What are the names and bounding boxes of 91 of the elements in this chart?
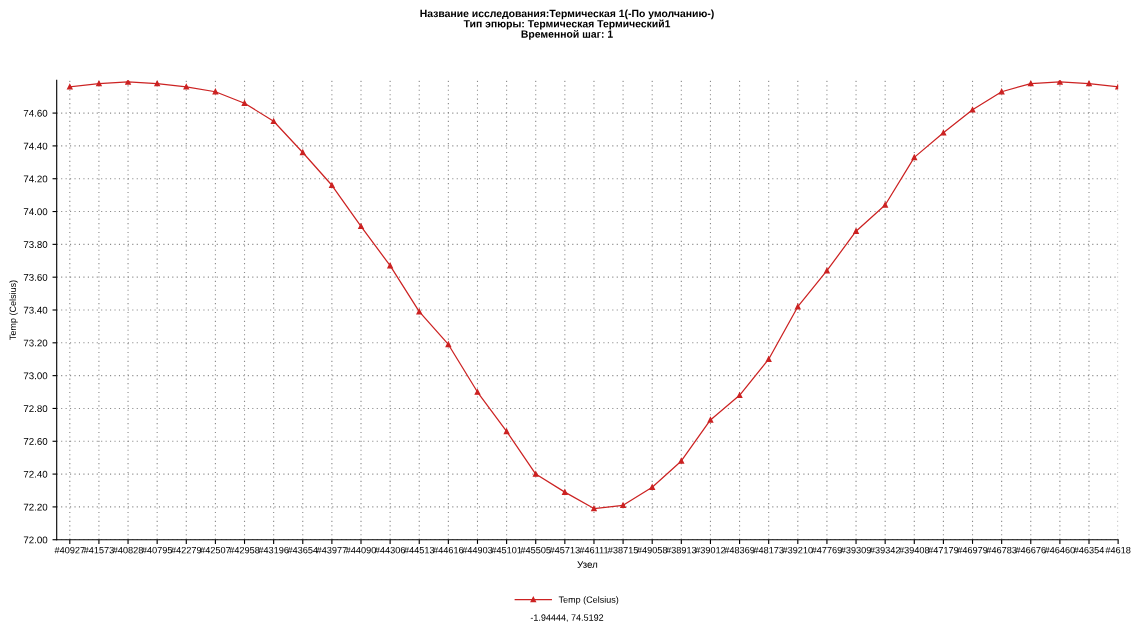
x-tick-label: #42958 xyxy=(229,546,260,554)
point xyxy=(503,428,510,435)
y-tick-label: 74.00 xyxy=(23,208,48,216)
point xyxy=(125,80,131,85)
y-axis-title: Temp (Celsius) xyxy=(9,280,18,340)
point xyxy=(678,458,685,464)
x-tick-label: #40795 xyxy=(141,546,173,554)
x-tick-label: #45101 xyxy=(491,546,522,554)
point xyxy=(329,182,335,189)
x-tick-label: #45505 xyxy=(520,546,551,554)
x-tick-label: #47179 xyxy=(928,546,959,554)
x-tick-label: #47769 xyxy=(811,546,842,554)
y-tick-label: 74.20 xyxy=(23,175,48,183)
point xyxy=(532,471,539,477)
point xyxy=(562,489,568,495)
x-tick-label: #43654 xyxy=(287,546,318,554)
point xyxy=(445,341,452,348)
y-tick-label: 72.40 xyxy=(23,470,48,478)
x-tick-label: #39012 xyxy=(695,546,726,554)
y-tick-label: 72.80 xyxy=(23,405,48,413)
y-tick-label: 73.40 xyxy=(23,306,48,314)
point xyxy=(1086,80,1092,87)
x-tick-label: #44306 xyxy=(374,546,406,554)
x-tick-label: #39210 xyxy=(782,546,813,554)
chart-title: Название исследования:Термическая 1(-По умолчанию-) Тип эпюры: Термическая Термический1 Временной шаг: 1 xyxy=(420,9,714,40)
point xyxy=(649,484,655,490)
y-tick-label: 74.60 xyxy=(23,109,48,117)
point xyxy=(416,308,423,315)
x-tick-label: #4618 xyxy=(1105,546,1131,554)
x-tick-label: #46460 xyxy=(1044,546,1075,554)
x-tick-label: #43196 xyxy=(258,546,289,554)
y-tick-label: 74.40 xyxy=(23,142,48,150)
y-tick-label: 72.20 xyxy=(23,503,48,511)
point xyxy=(998,88,1005,95)
x-tick-label: #38715 xyxy=(607,546,638,554)
x-tick-label: #40927 xyxy=(54,546,85,554)
x-tick-label: #46979 xyxy=(957,546,988,554)
point xyxy=(270,118,277,125)
x-tick-label: #44616 xyxy=(433,546,464,554)
y-tick-label: 72.00 xyxy=(23,536,48,544)
x-tick-label: #46783 xyxy=(986,546,1017,554)
point xyxy=(765,356,772,363)
point xyxy=(940,129,947,136)
point xyxy=(387,262,393,269)
point xyxy=(154,80,160,87)
point xyxy=(911,154,918,161)
point xyxy=(736,392,743,399)
y-tick-label: 72.60 xyxy=(23,438,48,445)
point xyxy=(824,267,830,274)
point xyxy=(241,100,248,107)
point xyxy=(882,202,888,208)
x-tick-label: #44903 xyxy=(462,546,493,554)
x-tick-label: #38913 xyxy=(666,546,697,554)
x-tick-label: #40828 xyxy=(112,546,143,554)
point xyxy=(212,88,219,95)
x-tick-label: #44090 xyxy=(345,546,376,554)
x-tick-label: #48173 xyxy=(753,546,784,554)
x-tick-label: #46111 xyxy=(579,546,609,554)
y-tick-label: 73.20 xyxy=(23,339,48,347)
x-tick-label: #41573 xyxy=(83,546,114,554)
x-tick-label: #45713 xyxy=(549,546,580,554)
point xyxy=(1027,80,1034,87)
y-tick-label: 73.80 xyxy=(23,241,48,248)
x-tick-label: #44513 xyxy=(403,546,435,554)
x-tick-label: #39408 xyxy=(899,546,930,554)
x-tick-label: #48369 xyxy=(724,546,755,554)
point xyxy=(67,84,73,90)
x-tick-label: #42279 xyxy=(171,546,202,554)
point xyxy=(969,107,976,113)
point xyxy=(1057,80,1063,85)
x-tick-label: #43977 xyxy=(316,546,347,554)
x-tick-label: #39342 xyxy=(869,546,900,554)
text: -1.94444, 74.5192 xyxy=(530,614,604,622)
point xyxy=(474,389,481,395)
x-tick-label: #46676 xyxy=(1015,546,1046,554)
point xyxy=(620,502,626,509)
y-tick-label: 73.00 xyxy=(23,372,48,380)
x-axis-title: Узел xyxy=(577,561,598,568)
point xyxy=(299,149,306,156)
point xyxy=(591,505,597,512)
x-tick-label: #46354 xyxy=(1073,546,1105,554)
x-tick-label: #39309 xyxy=(840,546,871,554)
legend-label: Temp (Celsius) xyxy=(558,596,619,605)
x-tick-label: #42507 xyxy=(200,546,231,554)
point xyxy=(358,223,364,230)
x-tick-label: #49058 xyxy=(636,546,668,554)
point xyxy=(707,417,714,423)
point xyxy=(183,84,190,90)
y-tick-label: 73.60 xyxy=(23,273,48,281)
point xyxy=(96,80,102,87)
point xyxy=(853,228,859,235)
